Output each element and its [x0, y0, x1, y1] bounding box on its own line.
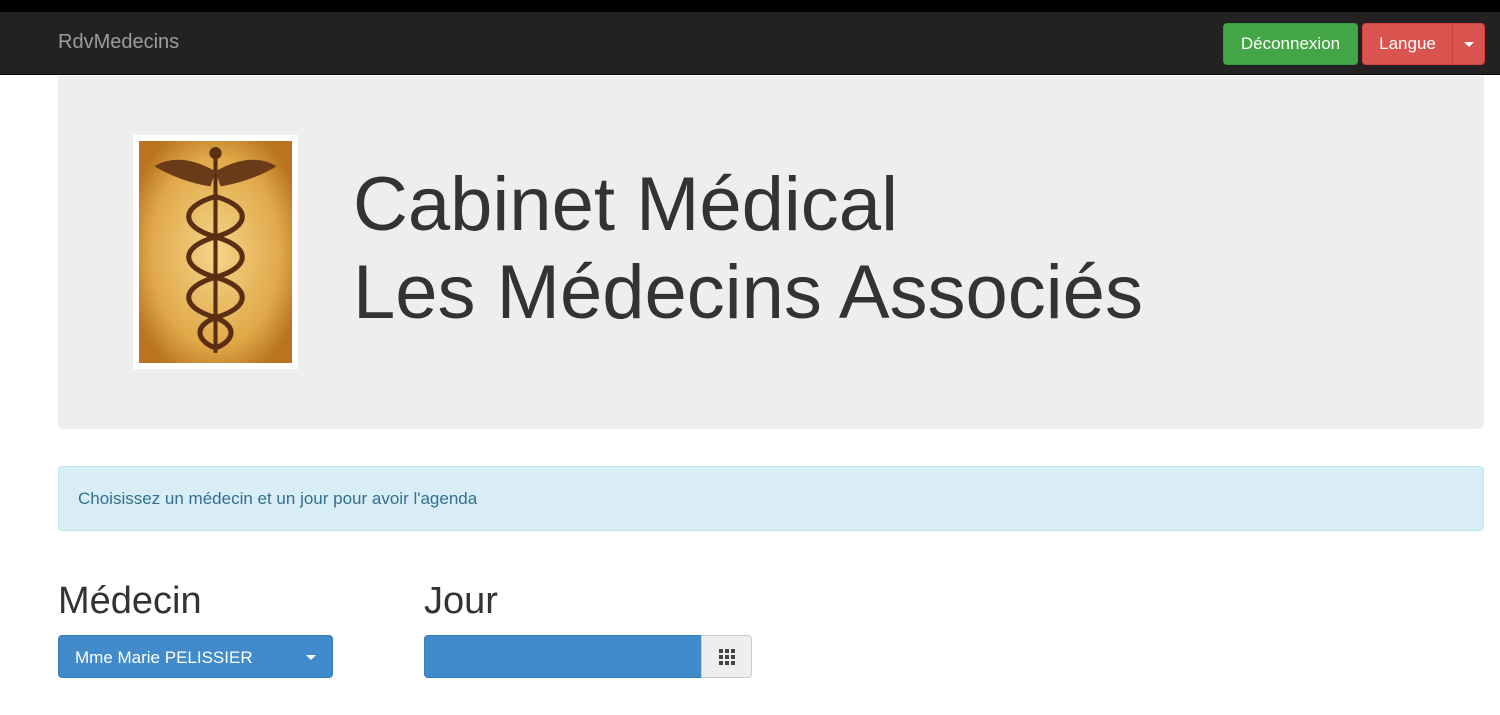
brand-link[interactable]: RdvMedecins [58, 31, 180, 53]
page-title: Cabinet Médical Les Médecins Associés [353, 161, 1143, 337]
navbar: RdvMedecins Déconnexion Langue [0, 12, 1500, 75]
calendar-grid-icon [718, 648, 735, 665]
caret-down-icon [1463, 41, 1474, 47]
caduceus-icon [133, 135, 298, 369]
caret-down-icon [306, 655, 316, 660]
day-label: Jour [424, 580, 498, 622]
doctor-selected-value: Mme Marie PELISSIER [75, 648, 253, 667]
window-top-strip [0, 0, 1500, 12]
calendar-button[interactable] [701, 635, 752, 678]
info-alert: Choisissez un médecin et un jour pour av… [58, 466, 1484, 531]
language-button[interactable]: Langue [1362, 23, 1453, 65]
doctor-select[interactable]: Mme Marie PELISSIER [58, 635, 333, 678]
jumbotron: Cabinet Médical Les Médecins Associés [58, 76, 1484, 429]
title-line-1: Cabinet Médical [353, 162, 898, 247]
title-line-2: Les Médecins Associés [353, 250, 1143, 335]
language-dropdown-toggle[interactable] [1452, 23, 1485, 65]
doctor-label: Médecin [58, 580, 202, 622]
day-input[interactable] [424, 635, 702, 678]
logout-button[interactable]: Déconnexion [1223, 23, 1358, 65]
